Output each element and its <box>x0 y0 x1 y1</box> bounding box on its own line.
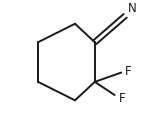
Text: N: N <box>128 2 137 15</box>
Text: F: F <box>119 92 126 105</box>
Text: F: F <box>124 65 131 78</box>
